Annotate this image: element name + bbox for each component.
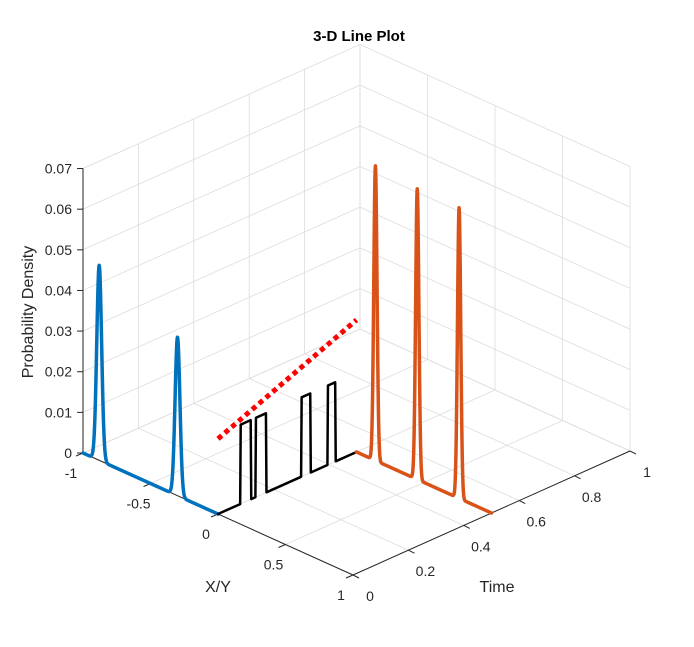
x-tick-label: 0 — [202, 526, 210, 542]
y-tick — [629, 450, 637, 455]
y-tick — [574, 475, 581, 480]
series-0-line — [81, 263, 220, 516]
z-tick-label: 0.05 — [45, 242, 72, 258]
x-tick-label: -1 — [65, 465, 78, 481]
back-wall-grid-line — [82, 287, 361, 413]
side-wall-grid-line — [359, 328, 631, 452]
y-tick-label: 1 — [643, 464, 651, 480]
back-wall-grid-line — [82, 328, 361, 454]
axes-layer — [75, 168, 637, 579]
y-tick — [518, 500, 526, 505]
back-wall-grid-line — [82, 125, 361, 251]
series-3-line — [216, 318, 359, 441]
z-tick-label: 0.04 — [45, 282, 72, 298]
x-tick — [278, 544, 286, 548]
series-1-line — [216, 381, 358, 516]
tick-labels: -1 -0.5 0 0.5 1 0 0.2 0.4 0.6 0.8 1 0 0.01 0.02 0.03 0.… — [45, 161, 651, 604]
z-tick-label: 0 — [64, 445, 72, 461]
z-tick-label: 0.02 — [45, 364, 72, 380]
y-tick — [463, 524, 471, 529]
floor-grid-line — [249, 378, 520, 501]
y-tick-label: 0.6 — [526, 514, 546, 530]
y-tick-label: 0 — [366, 588, 374, 604]
x-axis-label: X/Y — [205, 579, 231, 596]
floor-grid-line — [304, 353, 575, 477]
y-axis-label: Time — [480, 579, 515, 596]
z-tick-label: 0.06 — [45, 201, 72, 217]
side-wall-grid-line — [359, 206, 631, 330]
back-wall-grid-line — [82, 247, 361, 373]
floor-grid-line — [193, 403, 464, 526]
side-wall-grid-line — [359, 166, 631, 289]
y-tick — [352, 574, 360, 579]
grid-layer — [82, 44, 631, 576]
z-tick-label: 0.07 — [45, 161, 72, 177]
side-wall-grid-line — [359, 287, 631, 411]
floor-grid-line — [150, 359, 428, 484]
side-wall-grid-line — [359, 125, 631, 249]
series-2-line — [354, 164, 494, 515]
z-tick-label: 0.01 — [45, 404, 72, 420]
y-tick — [408, 549, 415, 554]
x-tick-label: 1 — [337, 587, 345, 603]
side-wall-grid-line — [359, 44, 631, 167]
chart-title: 3-D Line Plot — [313, 28, 405, 45]
series-layer — [81, 164, 494, 516]
side-wall-grid-line — [359, 84, 631, 208]
back-wall-grid-line — [82, 44, 361, 169]
z-axis-label: Probability Density — [20, 246, 37, 379]
side-wall-grid-line — [359, 247, 631, 371]
back-wall-grid-line — [82, 206, 361, 332]
z-tick-label: 0.03 — [45, 323, 72, 339]
y-tick-label: 0.2 — [416, 563, 436, 579]
y-tick-label: 0.4 — [471, 538, 491, 554]
y-tick-label: 0.8 — [582, 489, 602, 505]
x-tick — [345, 574, 354, 579]
x-tick-label: -0.5 — [126, 496, 150, 512]
back-wall-grid-line — [82, 166, 361, 291]
back-wall-grid-line — [82, 84, 361, 210]
x-tick-label: 0.5 — [264, 557, 284, 573]
